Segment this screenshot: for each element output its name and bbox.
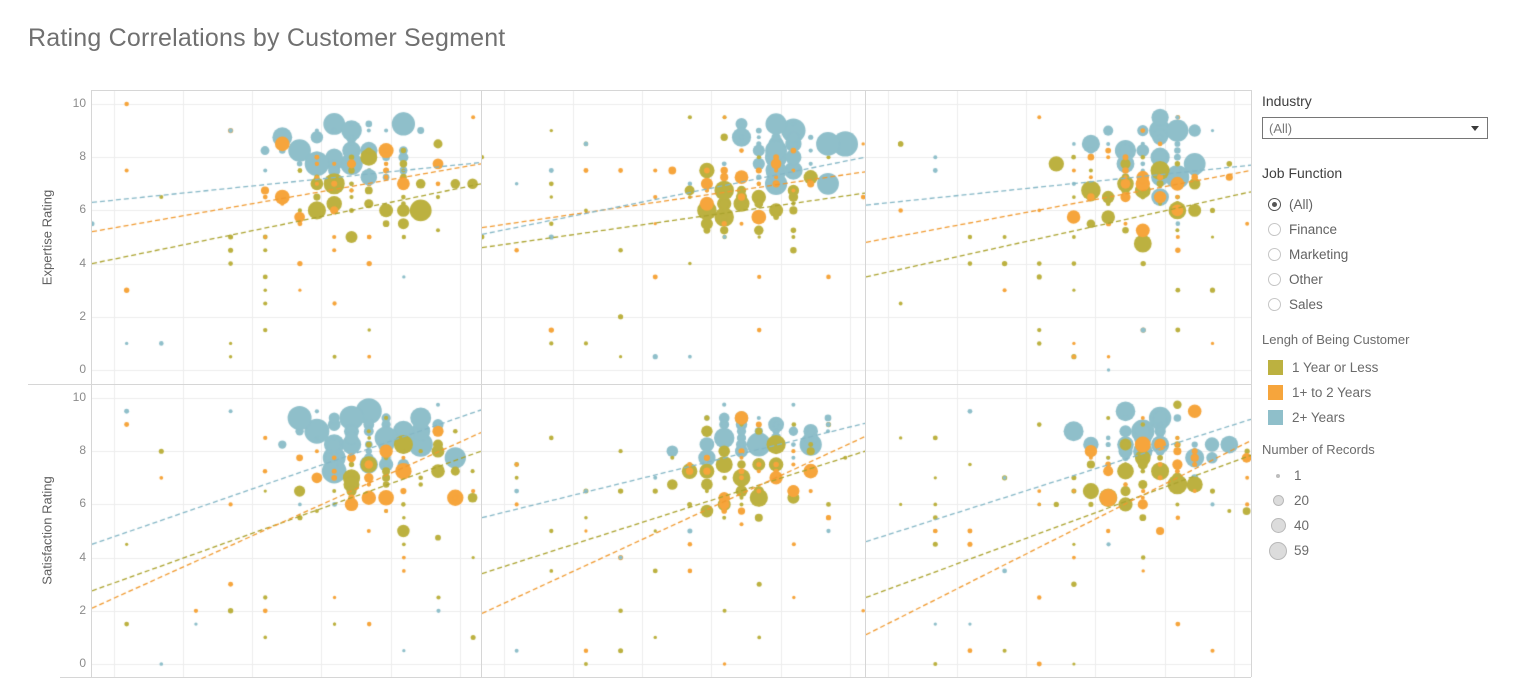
- size-legend-item-40[interactable]: 40: [1268, 513, 1309, 538]
- y-tick-label: 8: [79, 149, 86, 164]
- radio-icon[interactable]: [1268, 298, 1281, 311]
- legend-label: 1+ to 2 Years: [1292, 385, 1372, 400]
- radio-icon[interactable]: [1268, 273, 1281, 286]
- y-tick-label: 4: [79, 255, 86, 270]
- radio-label: Marketing: [1289, 247, 1349, 262]
- y-tick-label: 0: [79, 362, 86, 376]
- legend-swatch-blue: [1268, 410, 1283, 425]
- job-function-option-all[interactable]: (All): [1268, 192, 1348, 217]
- legend-label: 1 Year or Less: [1292, 360, 1379, 375]
- scatter-panel-r1c0[interactable]: [92, 385, 481, 677]
- job-function-radio-list: (All) Finance Marketing Other Sales: [1268, 192, 1348, 317]
- job-function-option-finance[interactable]: Finance: [1268, 217, 1348, 242]
- y-axis-title-expertise: Expertise Rating: [39, 189, 55, 286]
- y-axis-title-satisfaction: Satisfaction Rating: [39, 476, 55, 585]
- scatter-panel-r0c1[interactable]: [482, 91, 865, 384]
- size-legend-label: 40: [1294, 518, 1310, 533]
- job-function-filter-label: Job Function: [1262, 165, 1343, 181]
- legend-swatch-orange: [1268, 385, 1283, 400]
- y-tick-label: 2: [79, 308, 86, 323]
- scatter-panel-r0c0[interactable]: [92, 91, 481, 384]
- scatter-panel-r1c2[interactable]: [866, 385, 1251, 677]
- scatter-panel-r0c2[interactable]: [866, 91, 1251, 384]
- radio-icon[interactable]: [1268, 223, 1281, 236]
- size-circle-icon: [1268, 518, 1288, 533]
- size-legend-item-20[interactable]: 20: [1268, 488, 1309, 513]
- size-legend: 1 20 40 59: [1268, 463, 1309, 563]
- job-function-option-marketing[interactable]: Marketing: [1268, 242, 1348, 267]
- y-tick-label: 0: [79, 656, 86, 670]
- legend-label: 2+ Years: [1292, 410, 1345, 425]
- radio-label: Finance: [1289, 222, 1338, 237]
- plot-top-border: [91, 90, 1251, 91]
- column-divider-2: [865, 90, 866, 677]
- radio-label: (All): [1289, 197, 1313, 212]
- dropdown-arrow-icon: [1471, 125, 1479, 131]
- legend-swatch-olive: [1268, 360, 1283, 375]
- y-tick-label: 4: [79, 549, 86, 564]
- size-circle-icon: [1268, 495, 1288, 506]
- scatter-panel-r1c1[interactable]: [482, 385, 865, 677]
- size-circle-icon: [1268, 473, 1288, 478]
- size-legend-label: 20: [1294, 493, 1310, 508]
- plot-right-border: [1251, 90, 1252, 677]
- size-legend-title: Number of Records: [1262, 442, 1375, 457]
- industry-dropdown[interactable]: (All): [1262, 117, 1488, 139]
- legend-item-blue[interactable]: 2+ Years: [1268, 405, 1378, 430]
- legend-item-olive[interactable]: 1 Year or Less: [1268, 355, 1378, 380]
- size-legend-label: 1: [1294, 468, 1302, 483]
- legend-item-orange[interactable]: 1+ to 2 Years: [1268, 380, 1378, 405]
- plot-bottom-border: [60, 677, 1251, 678]
- page-title: Rating Correlations by Customer Segment: [28, 24, 506, 52]
- industry-filter-label: Industry: [1262, 93, 1312, 109]
- row-divider: [28, 384, 1251, 385]
- radio-icon[interactable]: [1268, 198, 1281, 211]
- size-legend-label: 59: [1294, 543, 1310, 558]
- industry-dropdown-value: (All): [1269, 120, 1293, 136]
- job-function-option-other[interactable]: Other: [1268, 267, 1348, 292]
- y-tick-label: 6: [79, 202, 86, 217]
- radio-icon[interactable]: [1268, 248, 1281, 261]
- size-legend-item-59[interactable]: 59: [1268, 538, 1309, 563]
- y-axis-ticks-row0: 10 8 6 4 2 0: [56, 90, 86, 384]
- length-legend-title: Lengh of Being Customer: [1262, 332, 1410, 347]
- size-legend-item-1[interactable]: 1: [1268, 463, 1309, 488]
- job-function-option-sales[interactable]: Sales: [1268, 292, 1348, 317]
- y-tick-label: 10: [72, 390, 86, 404]
- y-tick-label: 2: [79, 602, 86, 617]
- length-legend: 1 Year or Less 1+ to 2 Years 2+ Years: [1268, 355, 1378, 430]
- radio-label: Other: [1289, 272, 1323, 287]
- size-circle-icon: [1268, 541, 1288, 560]
- column-divider-1: [481, 90, 482, 677]
- y-tick-label: 10: [72, 96, 86, 110]
- y-tick-label: 6: [79, 496, 86, 511]
- radio-label: Sales: [1289, 297, 1323, 312]
- y-tick-label: 8: [79, 443, 86, 458]
- y-axis-line: [91, 90, 92, 677]
- y-axis-ticks-row1: 10 8 6 4 2 0: [56, 384, 86, 677]
